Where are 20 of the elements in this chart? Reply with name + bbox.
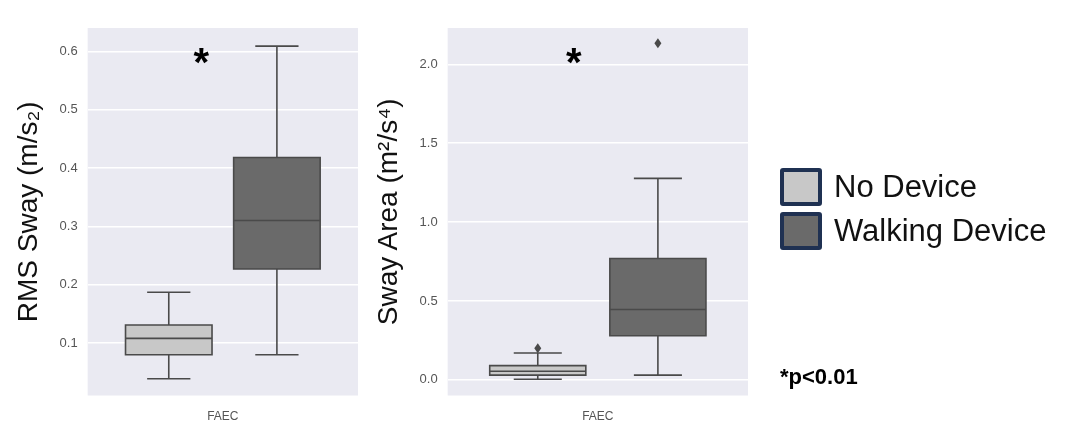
y-tick-label: 0.3: [59, 217, 78, 233]
y-tick-label: 0.5: [59, 101, 78, 117]
y-tick-label: 0.2: [59, 276, 78, 292]
y-axis-title: RMS Sway (m/s₂): [11, 101, 43, 323]
annotation: *: [566, 40, 583, 84]
y-tick-label: 0.6: [59, 42, 78, 58]
y-tick-label: 1.5: [419, 134, 438, 150]
annotation: *: [193, 40, 210, 84]
legend-label: No Device: [834, 169, 977, 205]
x-tick-label: FAEC: [582, 409, 614, 424]
y-tick-label: 0.0: [419, 371, 438, 387]
text: *p<0.01: [780, 364, 859, 390]
x-tick-label: FAEC: [207, 409, 239, 424]
y-tick-label: 1.0: [419, 213, 438, 229]
legend-label: Walking Device: [834, 213, 1047, 249]
y-tick-label: 0.5: [419, 292, 438, 308]
y-tick-label: 0.4: [59, 159, 78, 175]
y-tick-label: 0.1: [59, 334, 78, 350]
y-axis-title: Sway Area (m²/s⁴): [371, 98, 403, 326]
y-tick-label: 2.0: [419, 55, 438, 71]
